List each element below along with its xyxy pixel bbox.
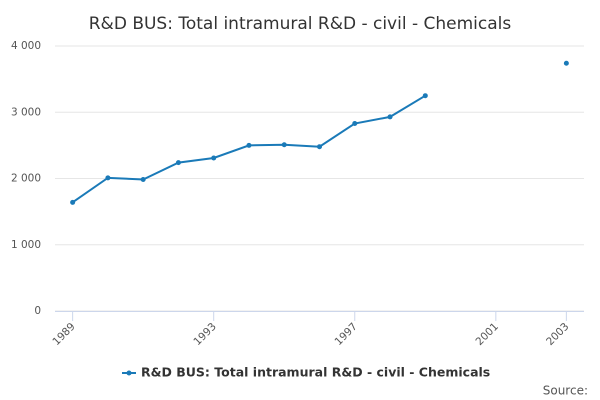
x-tick-label: 2001 xyxy=(474,321,501,348)
x-tick-label: 1993 xyxy=(191,321,218,348)
point xyxy=(281,142,287,148)
x-tick-label: 1997 xyxy=(332,321,359,348)
y-tick-label: 2 000 xyxy=(11,173,41,185)
y-tick-label: 0 xyxy=(34,305,41,317)
x-tick-label: 2003 xyxy=(544,321,571,348)
point xyxy=(563,60,569,66)
source: Source: xyxy=(543,384,588,398)
point xyxy=(211,155,217,161)
line xyxy=(73,63,567,202)
point xyxy=(387,114,393,120)
point xyxy=(70,199,76,205)
point xyxy=(352,121,358,127)
point xyxy=(140,176,146,182)
legend-item: R&D BUS: Total intramural R&D - civil - … xyxy=(122,365,490,380)
y-tick-label: 1 000 xyxy=(11,239,41,251)
point xyxy=(422,93,428,99)
point xyxy=(175,160,181,166)
x-tick-label: 1989 xyxy=(50,321,77,348)
chart-title: R&D BUS: Total intramural R&D - civil - … xyxy=(89,14,512,34)
y-tick-label: 4 000 xyxy=(11,40,41,52)
point xyxy=(105,175,111,181)
y-tick-label: 3 000 xyxy=(11,106,41,118)
legend-marker xyxy=(126,370,132,376)
point xyxy=(246,142,252,148)
legend-label: R&D BUS: Total intramural R&D - civil - … xyxy=(141,365,490,380)
point xyxy=(317,144,322,150)
